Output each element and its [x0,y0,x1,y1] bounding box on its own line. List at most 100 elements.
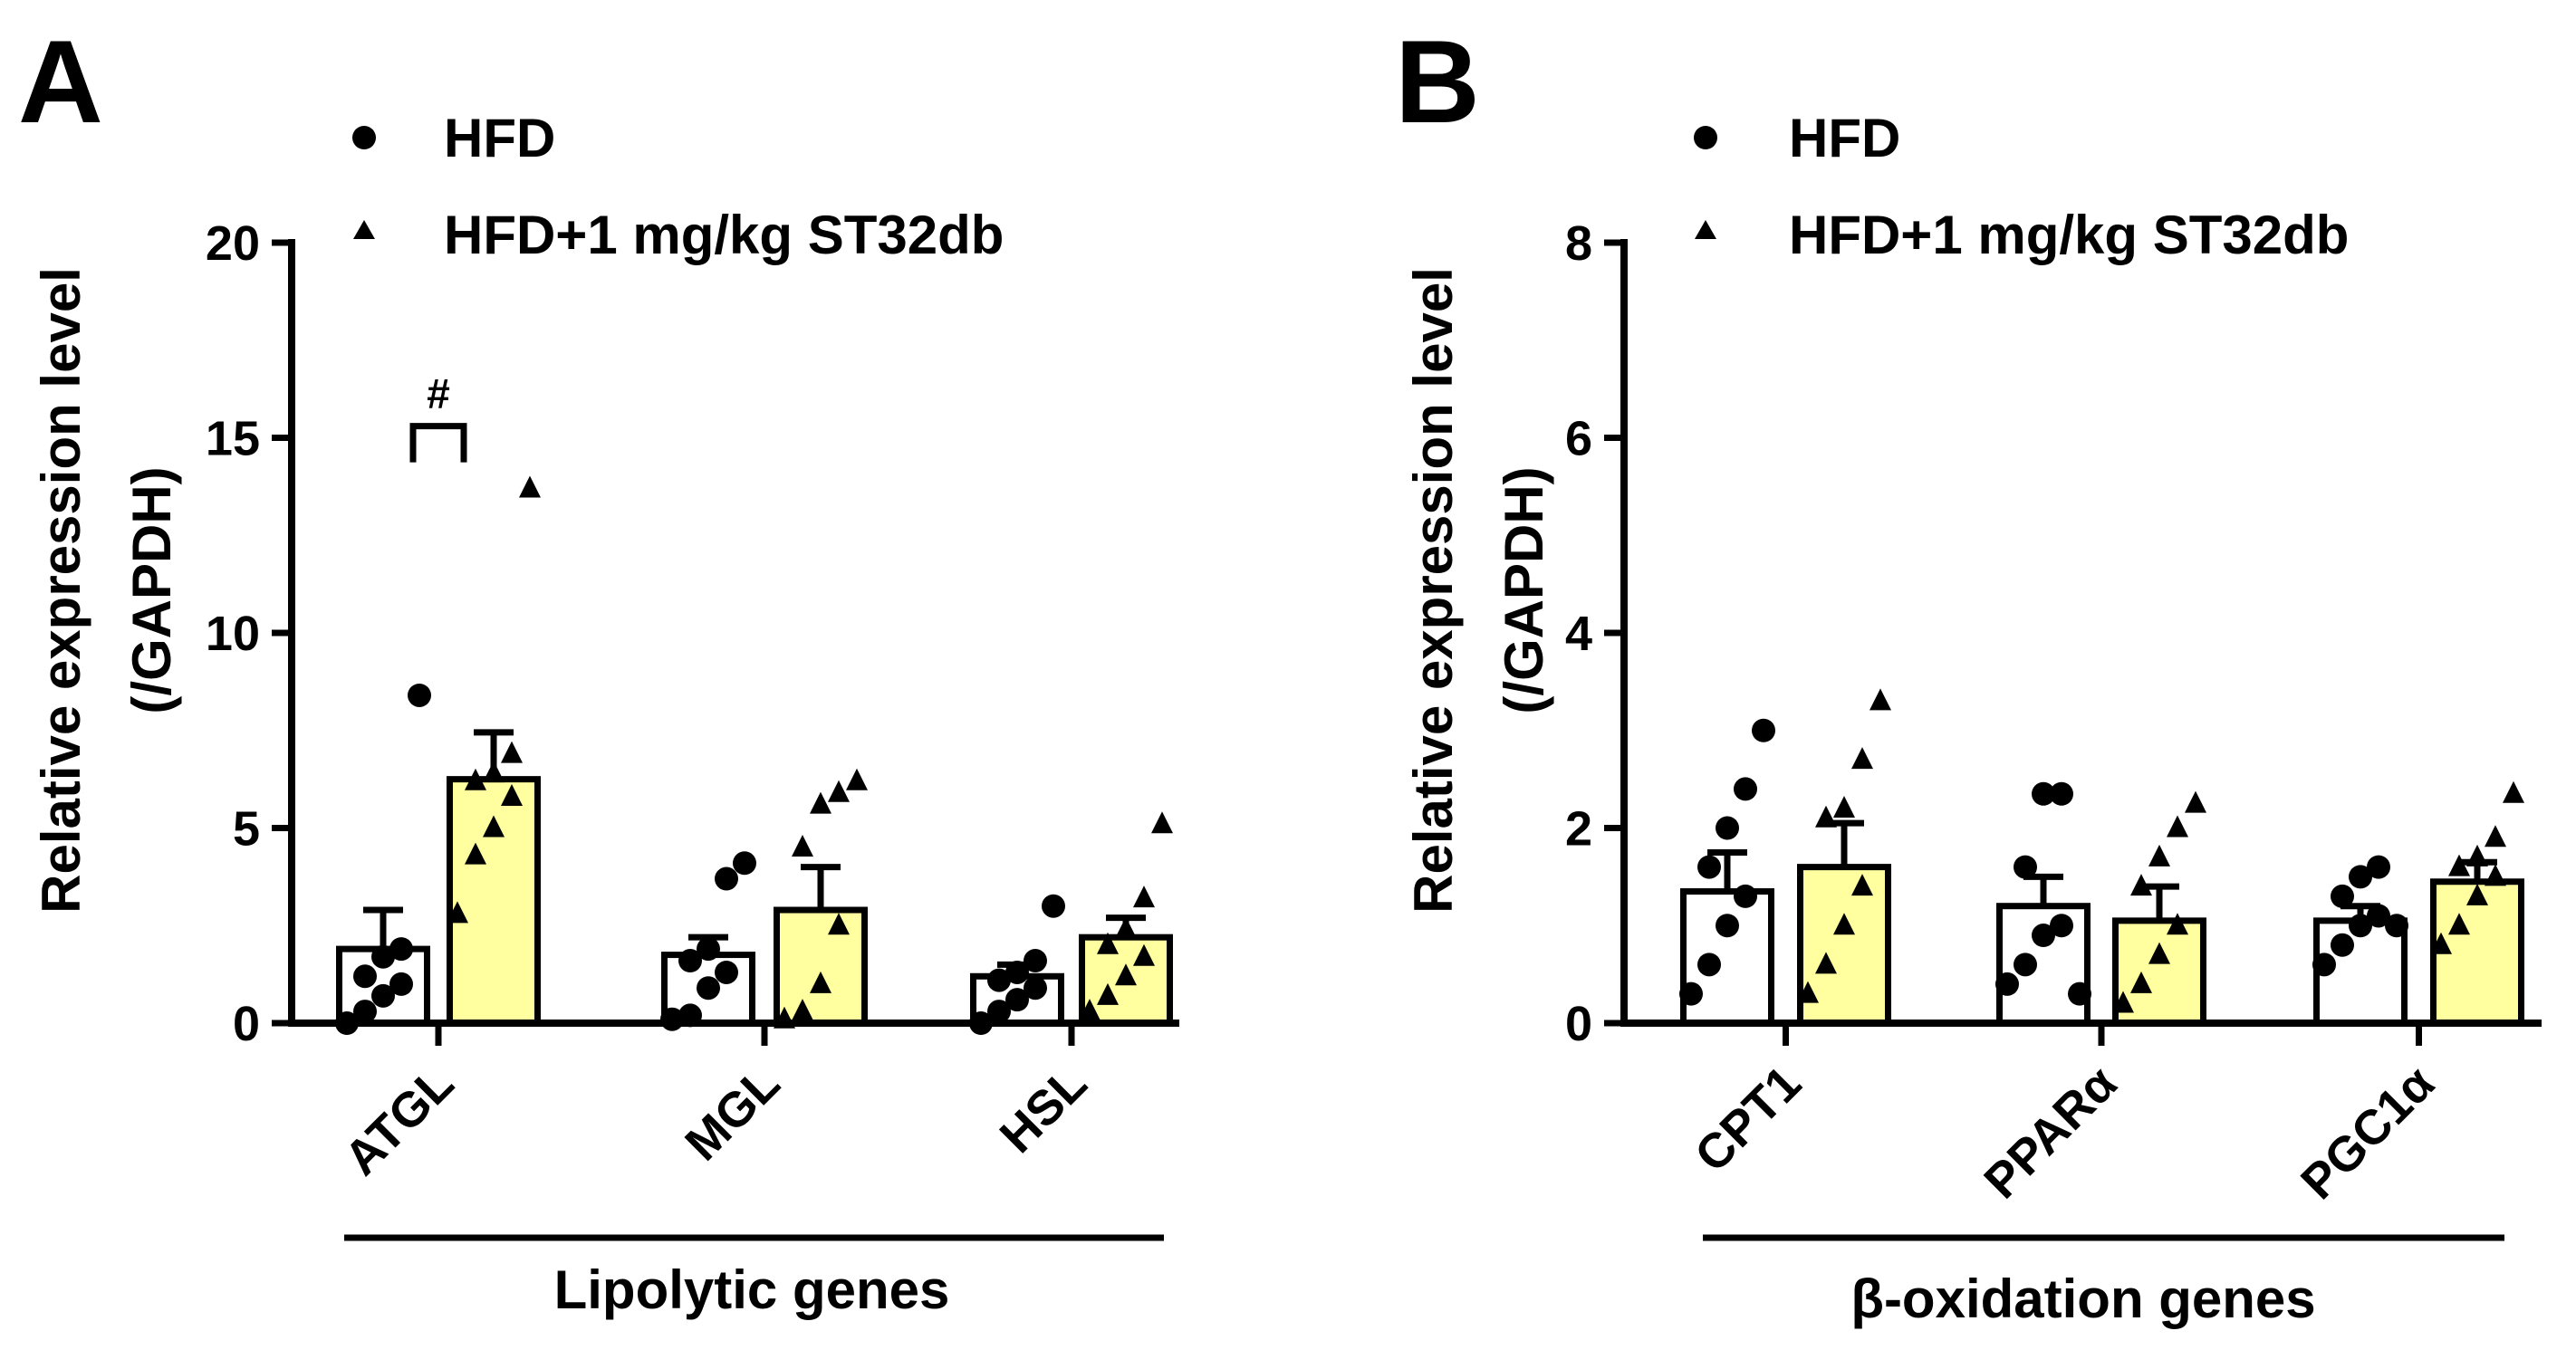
panel-b-group-label: β-oxidation genes [1850,1269,2315,1329]
panel-b-point-0-1-2 [2032,924,2055,948]
panel-b-point-1-1-2 [2148,942,2170,964]
panel-a-category-label-2: HSL [990,1056,1098,1163]
panel-a-point-1-0-7 [519,475,541,498]
legend-b-st32db-marker [1695,220,1716,239]
panel-a-point-0-2-7 [1042,894,1065,918]
panel-b-point-0-0-6 [1734,777,1757,801]
panel-a-point-0-1-2 [697,976,720,1001]
panel-a-point-1-1-4 [792,835,813,857]
panel-b-point-0-2-7 [2385,914,2408,938]
panel-b-point-0-1-1 [2014,953,2037,977]
panel-a-point-0-0-3 [389,972,413,996]
panel-b-point-0-2-5 [2349,865,2372,889]
legend-a-st32db-label: HFD+1 mg/kg ST32db [444,205,1004,265]
panel-b-category-label-2: PGC1α [2291,1056,2445,1210]
panel-b-ylabel-unit: (/GAPDH) [1494,466,1554,713]
panel-b-point-1-0-7 [1870,688,1891,711]
legend-b-st32db-label: HFD+1 mg/kg ST32db [1789,205,2349,265]
panel-a-point-0-0-5 [371,944,395,969]
legend-b-hfd-marker [1694,126,1717,149]
panel-b-point-0-2-0 [2312,953,2336,977]
panel-b-point-1-0-6 [1851,747,1873,770]
panel-a-point-0-0-1 [353,1000,377,1024]
panel-a-point-1-0-1 [465,842,486,865]
panel-b-point-0-2-4 [2331,884,2354,908]
panel-b-point-1-1-6 [2167,815,2188,838]
legend-a-hfd-label: HFD [444,108,555,168]
panel-b-point-0-1-4 [2014,855,2037,879]
panel-a-point-0-0-7 [408,683,431,707]
panel-a-ytick-label-2: 10 [206,607,260,661]
panel-b-point-0-0-5 [1716,816,1739,840]
panel-b-point-1-2-4 [2448,854,2470,876]
panel-b-point-0-0-4 [1697,855,1721,879]
panel-a-legend: HFD HFD+1 mg/kg ST32db [352,108,1004,265]
panel-b-point-1-2-7 [2503,780,2524,803]
panel-b-category-label-0: CPT1 [1685,1056,1812,1182]
panel-a-point-1-0-5 [483,761,505,783]
panel-a-point-1-0-2 [483,815,505,838]
panel-a-point-1-2-1 [1097,982,1119,1005]
panel-b-point-0-1-0 [1995,972,2019,996]
panel-a-point-1-1-7 [846,768,868,790]
panel-a-plot: 0 5 10 15 20 ATGL MGL HSL # [206,216,1179,1241]
panel-a-category-label-1: MGL [675,1056,790,1171]
panel-b-ylabel: Relative expression level [1403,267,1464,914]
panel-b-ytick-label-2: 4 [1565,607,1592,661]
panel-a-point-1-0-3 [501,784,523,807]
panel-b-ytick-label-3: 6 [1565,412,1592,466]
panel-b-point-1-2-6 [2485,825,2506,847]
panel-b-point-0-0-2 [1716,914,1739,938]
panel-b-point-0-1-3 [2050,914,2073,938]
panel-a-letter: A [18,15,103,148]
panel-b-point-1-2-2 [2466,883,2488,905]
panel-a-ytick-label-3: 15 [206,412,260,466]
panel-b-point-0-0-3 [1734,884,1757,908]
panel-b-point-0-1-7 [2068,981,2091,1006]
panel-a-point-1-2-7 [1151,811,1173,834]
panel-a-point-1-2-2 [1115,963,1137,986]
legend-b-hfd-label: HFD [1789,108,1900,168]
panel-a-point-1-2-0 [1079,999,1101,1021]
panel-a-point-0-1-7 [733,851,756,876]
panel-a-point-0-2-4 [987,968,1011,992]
panel-a-point-0-1-3 [715,960,738,984]
panel-b-point-0-0-0 [1679,981,1703,1006]
panel-b-ytick-label-4: 8 [1565,216,1592,271]
panel-a-point-1-0-0 [447,901,468,924]
panel-a-point-0-0-2 [371,983,395,1008]
panel-b-plot: 0 2 4 6 8 CPT1 PPARα PGC1α [1565,216,2542,1241]
panel-a-sig-bracket-0 [409,423,467,463]
panel-a-point-1-1-2 [810,971,831,993]
panel-a-point-0-1-4 [678,949,702,973]
panel-b-point-1-1-1 [2130,971,2152,993]
panel-b-point-0-1-6 [2050,781,2073,806]
panel-a-point-1-2-4 [1097,932,1119,954]
panel-b-point-0-0-1 [1697,953,1721,977]
panel-b-point-1-2-1 [2448,913,2470,935]
panel-a-point-0-0-4 [353,964,377,989]
panel-b-point-1-2-3 [2485,864,2506,886]
panel-b-point-0-2-1 [2331,933,2354,957]
panel-b-point-1-0-5 [1833,795,1855,818]
panel-a-point-1-1-3 [828,913,850,935]
panel-a-point-1-1-6 [828,780,850,802]
panel-a-point-0-1-6 [715,866,738,891]
panel-a-point-0-2-2 [1005,988,1029,1012]
panel-b-point-0-0-7 [1752,718,1775,742]
panel-b-point-1-1-7 [2185,790,2206,813]
panel-b-point-1-0-2 [1833,913,1855,935]
panel-a-point-0-1-5 [697,937,720,962]
panel-a-ytick-label-1: 5 [233,802,260,857]
panel-b-point-1-2-0 [2430,932,2452,954]
panel-b-point-1-1-0 [2112,991,2134,1013]
panel-a-bar-1-1 [774,906,868,1027]
panel-b-point-1-0-1 [1815,952,1837,974]
panel-a-ytick-label-4: 20 [206,216,260,271]
panel-a-point-0-2-1 [987,1000,1011,1024]
panel-a-point-1-0-4 [465,768,486,790]
panel-a-point-1-1-5 [810,791,831,814]
panel-a-point-1-2-3 [1133,943,1155,966]
panel-b-category-label-1: PPARα [1974,1056,2127,1209]
